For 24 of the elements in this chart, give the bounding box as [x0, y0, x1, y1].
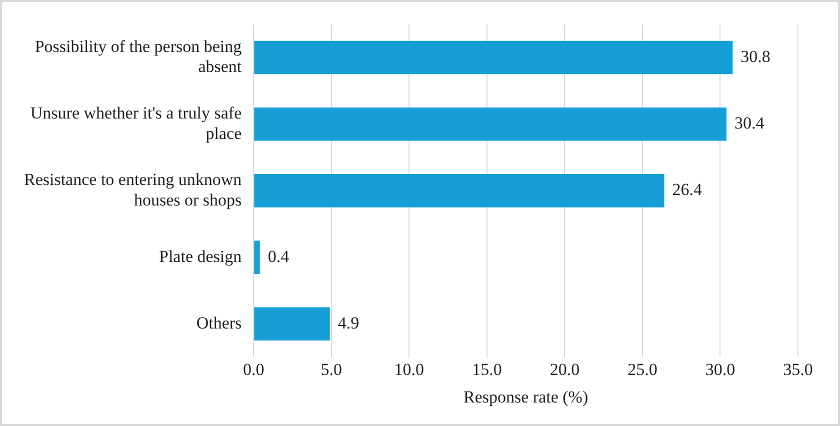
x-tick-label: 20.0 [550, 360, 580, 379]
bar [254, 40, 733, 74]
y-tick-label: Unsure whether it's a truly safe place [30, 103, 242, 143]
data-label: 30.4 [734, 114, 765, 133]
x-tick-label: 30.0 [705, 360, 736, 379]
y-tick-label: Possibility of the person being absent [34, 36, 242, 76]
x-tick-label: 0.0 [243, 360, 264, 379]
y-tick-label: Resistance to entering unknown houses or shops [24, 170, 242, 210]
bar [254, 107, 726, 141]
x-tick-label: 5.0 [320, 360, 342, 379]
x-axis-title: Response rate (%) [464, 387, 588, 406]
data-label: 26.4 [672, 180, 702, 200]
data-label: 0.4 [268, 246, 290, 266]
y-tick-label: Plate design [159, 246, 242, 266]
x-tick-label: 35.0 [783, 360, 813, 379]
data-label: 30.8 [740, 46, 770, 66]
bar [254, 174, 664, 208]
bar [254, 307, 330, 341]
x-tick-label: 15.0 [472, 360, 502, 379]
y-tick-label: Others [196, 313, 242, 332]
data-label: 4.9 [338, 313, 360, 332]
x-tick-label: 25.0 [628, 360, 658, 379]
x-tick-label: 10.0 [394, 360, 424, 379]
bar [254, 240, 260, 274]
